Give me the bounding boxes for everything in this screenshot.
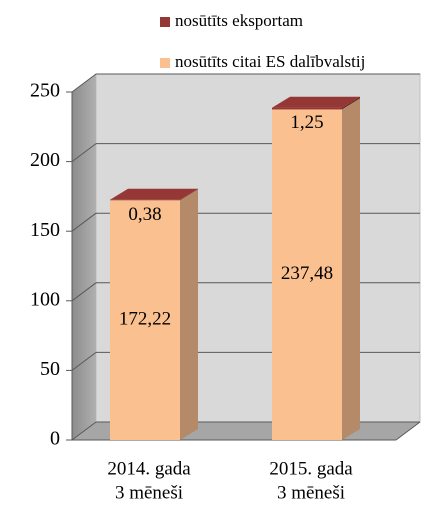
bar-side bbox=[180, 189, 198, 440]
y-tick-label: 100 bbox=[30, 288, 60, 310]
grid-line bbox=[71, 143, 97, 163]
bar-side bbox=[342, 98, 360, 440]
grid-line bbox=[71, 212, 97, 232]
y-tick-label: 50 bbox=[40, 358, 60, 380]
bar bbox=[272, 107, 342, 110]
value-label: 237,48 bbox=[281, 263, 333, 284]
value-label: 172,22 bbox=[119, 308, 171, 329]
grid-line bbox=[71, 282, 97, 302]
bar-side bbox=[342, 96, 360, 110]
y-tick-label: 250 bbox=[30, 80, 60, 102]
bar-top bbox=[272, 96, 360, 108]
x-tick-label: 2014. gada bbox=[107, 458, 191, 479]
side-wall bbox=[72, 74, 96, 440]
legend-swatch bbox=[160, 17, 170, 27]
y-tick-label: 200 bbox=[30, 149, 60, 171]
x-tick-label: 3 mēneši bbox=[115, 482, 183, 503]
bar bbox=[110, 199, 180, 201]
legend-label: nosūtīts eksportam bbox=[175, 11, 303, 30]
x-tick-label: 3 mēneši bbox=[277, 482, 345, 503]
value-label: 1,25 bbox=[290, 112, 323, 133]
x-tick-label: 2015. gada bbox=[269, 458, 353, 479]
bar-top bbox=[110, 188, 198, 200]
grid-line bbox=[71, 421, 97, 441]
value-label: 0,38 bbox=[128, 204, 161, 225]
y-tick-label: 0 bbox=[50, 428, 60, 450]
bar bbox=[272, 109, 342, 440]
bar-side bbox=[180, 188, 198, 201]
floor-edge bbox=[395, 421, 421, 441]
legend-label: nosūtīts citai ES dalībvalstij bbox=[175, 52, 365, 71]
y-tick-label: 150 bbox=[30, 219, 60, 241]
grid-line bbox=[71, 73, 97, 93]
grid-line bbox=[71, 351, 97, 371]
legend-swatch bbox=[160, 58, 170, 68]
bar bbox=[110, 200, 180, 440]
